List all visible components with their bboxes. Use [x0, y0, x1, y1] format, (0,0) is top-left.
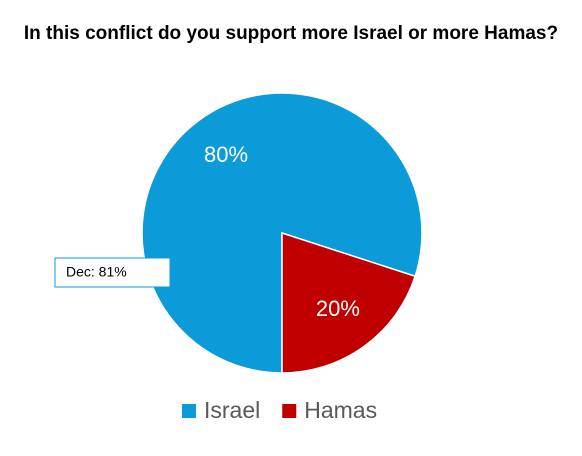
legend-label: Hamas [304, 397, 377, 423]
legend-label: Israel [204, 397, 260, 423]
annotation-box [54, 257, 171, 288]
pie-slice [281, 231, 417, 374]
legend-swatch [182, 404, 196, 418]
data-label: 20% [316, 296, 360, 321]
chart-title: In this conflict do you support more Isr… [23, 23, 559, 44]
data-label: 80% [204, 142, 248, 167]
legend-swatch [282, 404, 297, 418]
annotation: Dec: 81% [66, 264, 127, 280]
